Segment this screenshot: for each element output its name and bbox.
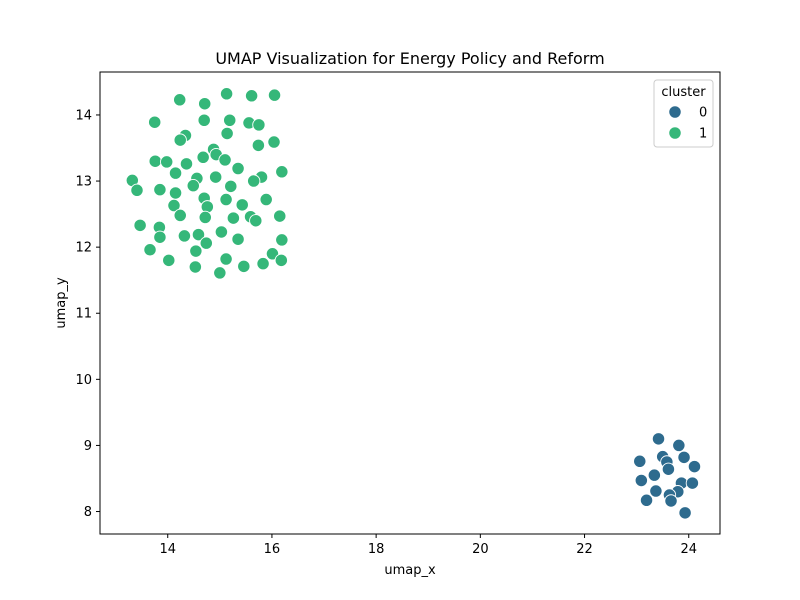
data-point-cluster-1: [198, 210, 212, 225]
y-axis-ticks: 8 9 10 11 12 13 14: [75, 108, 100, 520]
data-point-cluster-0: [639, 493, 654, 507]
data-point-cluster-0: [677, 450, 691, 464]
data-point-cluster-1: [256, 257, 270, 271]
x-tick-label: 18: [368, 542, 385, 557]
data-point-cluster-1: [130, 183, 144, 197]
legend-label-cluster-1: 1: [699, 127, 707, 142]
data-point-cluster-1: [189, 244, 203, 258]
data-point-cluster-1: [274, 253, 288, 268]
data-point-cluster-1: [231, 232, 245, 246]
data-point-cluster-1: [177, 229, 192, 243]
data-point-cluster-1: [226, 211, 241, 225]
chart-title: UMAP Visualization for Energy Policy and…: [215, 49, 604, 68]
data-point-cluster-0: [685, 476, 700, 490]
data-point-cluster-1: [273, 209, 287, 223]
y-tick-label: 10: [75, 373, 92, 388]
data-point-cluster-1: [153, 230, 167, 244]
data-point-cluster-1: [188, 260, 202, 274]
data-point-cluster-1: [191, 227, 206, 242]
x-tick-label: 14: [159, 542, 176, 557]
x-tick-label: 20: [472, 542, 489, 557]
data-point-cluster-1: [214, 225, 229, 239]
data-point-cluster-0: [651, 432, 666, 446]
legend-marker-cluster-0: [668, 105, 682, 119]
data-point-cluster-1: [162, 253, 176, 268]
y-tick-label: 13: [75, 175, 92, 190]
data-point-cluster-1: [198, 97, 212, 111]
data-point-cluster-1: [197, 113, 211, 127]
data-point-cluster-1: [259, 192, 273, 207]
data-point-cluster-0: [633, 454, 647, 468]
data-point-cluster-1: [173, 133, 187, 147]
x-axis-ticks: 14 16 18 20 22 24: [159, 534, 697, 557]
data-point-cluster-0: [634, 473, 648, 488]
data-point-cluster-1: [153, 182, 167, 197]
data-point-cluster-1: [218, 153, 232, 167]
points-layer: [125, 87, 702, 520]
data-point-cluster-0: [672, 438, 686, 453]
data-point-cluster-0: [678, 506, 692, 520]
legend-label-cluster-0: 0: [699, 106, 707, 121]
x-tick-label: 22: [576, 542, 593, 557]
axes-frame: [99, 71, 721, 535]
y-axis-label: umap_y: [54, 277, 69, 329]
data-point-cluster-1: [160, 155, 174, 169]
legend-marker-cluster-1: [668, 126, 682, 140]
x-tick-label: 16: [264, 542, 281, 557]
data-point-cluster-1: [179, 157, 194, 171]
legend-box: [653, 79, 714, 148]
data-point-cluster-0: [647, 468, 662, 482]
data-point-cluster-1: [275, 165, 289, 179]
data-point-cluster-1: [231, 161, 245, 176]
data-point-cluster-1: [196, 150, 210, 164]
y-tick-label: 12: [75, 241, 92, 256]
y-tick-label: 11: [75, 307, 92, 322]
legend-title: cluster: [661, 85, 706, 100]
data-point-cluster-1: [249, 214, 263, 228]
data-point-cluster-1: [168, 186, 183, 200]
data-point-cluster-1: [186, 179, 200, 193]
x-axis-label: umap_x: [384, 563, 436, 578]
data-point-cluster-1: [219, 87, 234, 101]
data-point-cluster-1: [252, 118, 266, 132]
data-point-cluster-1: [143, 243, 157, 257]
data-point-cluster-1: [199, 236, 213, 250]
data-point-cluster-1: [168, 166, 183, 180]
data-point-cluster-1: [251, 138, 266, 153]
data-point-cluster-1: [167, 198, 181, 213]
data-point-cluster-1: [244, 89, 259, 103]
data-point-cluster-1: [275, 233, 289, 247]
data-point-cluster-0: [687, 459, 702, 474]
data-point-cluster-0: [664, 494, 678, 508]
data-point-cluster-1: [267, 88, 282, 102]
data-point-cluster-1: [148, 154, 162, 168]
x-tick-label: 24: [680, 542, 697, 557]
data-point-cluster-1: [267, 135, 281, 149]
data-point-cluster-0: [649, 484, 663, 498]
data-point-cluster-1: [237, 259, 251, 273]
data-point-cluster-1: [220, 126, 234, 141]
data-point-cluster-1: [219, 252, 233, 266]
y-tick-label: 9: [84, 439, 92, 454]
legend-entries: 01: [668, 105, 707, 142]
data-point-cluster-1: [133, 218, 147, 232]
data-point-cluster-1: [265, 247, 280, 261]
data-point-cluster-1: [235, 198, 249, 212]
data-point-cluster-1: [173, 208, 187, 223]
y-tick-label: 14: [75, 108, 92, 123]
data-point-cluster-1: [209, 170, 223, 184]
data-point-cluster-1: [173, 93, 187, 107]
data-point-cluster-1: [224, 179, 238, 193]
data-point-cluster-1: [247, 174, 261, 188]
legend: cluster 01: [653, 79, 714, 148]
data-point-cluster-1: [213, 266, 227, 280]
data-point-cluster-1: [223, 113, 237, 127]
data-point-cluster-0: [661, 462, 676, 476]
data-point-cluster-1: [148, 115, 162, 129]
data-point-cluster-1: [219, 192, 233, 207]
y-tick-label: 8: [84, 505, 92, 520]
